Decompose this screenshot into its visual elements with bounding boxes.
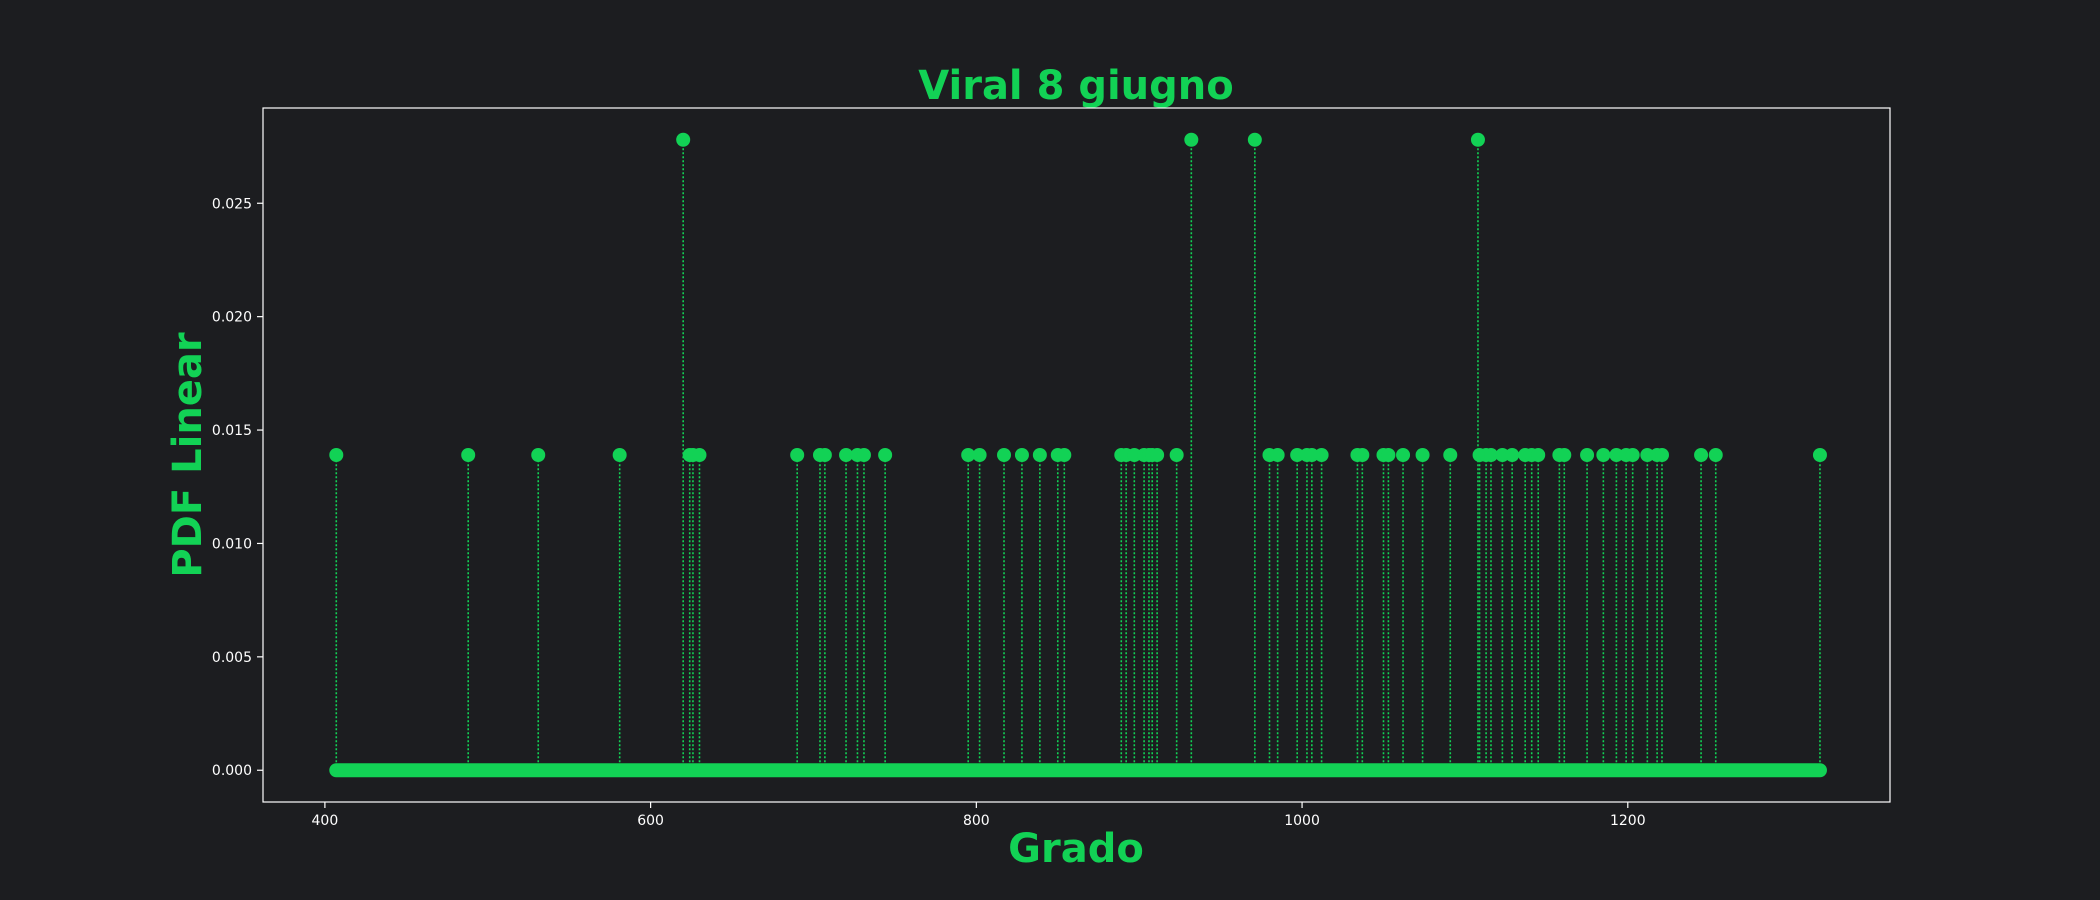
data-point — [1654, 448, 1669, 462]
data-point — [1708, 448, 1723, 462]
y-tick-label: 0.015 — [212, 423, 252, 439]
y-tick-label: 0.025 — [212, 196, 252, 212]
x-tick-label: 1200 — [1610, 813, 1646, 829]
data-point — [790, 448, 805, 462]
data-point — [1314, 448, 1329, 462]
data-point — [329, 448, 344, 462]
x-tick-label: 1000 — [1284, 813, 1320, 829]
data-point — [1640, 448, 1655, 462]
y-axis-label: PDF Linear — [165, 332, 211, 578]
data-point — [1290, 448, 1305, 462]
data-point — [1470, 132, 1485, 147]
data-point — [1812, 448, 1827, 462]
data-point — [1355, 448, 1370, 462]
data-point — [1596, 448, 1611, 462]
data-point — [817, 448, 832, 462]
data-point — [1580, 448, 1595, 462]
data-point — [1184, 132, 1199, 147]
data-point — [1396, 448, 1411, 462]
x-axis-label: Grado — [1008, 826, 1144, 872]
y-tick-label: 0.020 — [212, 310, 252, 326]
data-point — [972, 448, 987, 462]
x-tick-label: 400 — [312, 813, 339, 829]
data-point — [856, 448, 871, 462]
data-point — [839, 448, 854, 462]
plot-area: 400 600 800 1000 1200 0.000 0.005 0.010 0.015 0.0… — [212, 132, 1827, 829]
data-point — [1415, 448, 1430, 462]
data-point — [692, 448, 707, 462]
data-point — [1495, 448, 1510, 462]
data-point — [1443, 448, 1458, 462]
y-tick-label: 0.005 — [212, 650, 252, 666]
data-point — [1127, 448, 1142, 462]
data-point — [612, 448, 627, 462]
data-point — [997, 448, 1012, 462]
chart-title: Viral 8 giugno — [918, 63, 1234, 109]
data-point — [1032, 448, 1047, 462]
data-point — [1557, 448, 1572, 462]
data-point — [878, 448, 893, 462]
data-point — [1150, 448, 1165, 462]
data-point — [1483, 448, 1498, 462]
x-tick-label: 600 — [637, 813, 664, 829]
data-point — [1169, 448, 1184, 462]
y-tick-label: 0.010 — [212, 536, 252, 552]
data-point — [1625, 448, 1640, 462]
data-point — [1694, 448, 1709, 462]
y-tick-label: 0.000 — [212, 763, 252, 779]
data-point — [1609, 448, 1624, 462]
x-tick-label: 800 — [963, 813, 990, 829]
data-point — [1247, 132, 1262, 147]
data-point — [1014, 448, 1029, 462]
data-point — [961, 448, 976, 462]
data-point — [1057, 448, 1072, 462]
data-point — [1381, 448, 1396, 462]
data-point — [461, 448, 476, 462]
data-point — [531, 448, 546, 462]
data-point — [1505, 448, 1520, 462]
data-point — [1531, 448, 1546, 462]
axes-frame — [262, 107, 1891, 803]
data-point — [676, 132, 691, 147]
data-point — [1270, 448, 1285, 462]
data-point — [1304, 448, 1319, 462]
